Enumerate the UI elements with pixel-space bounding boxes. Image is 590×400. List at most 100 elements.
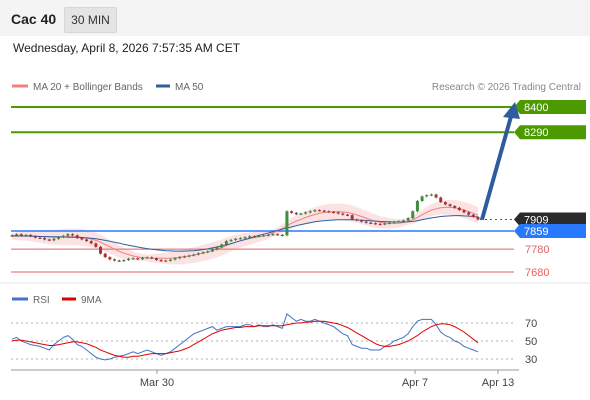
- candle-body: [415, 200, 419, 212]
- candle-body: [220, 244, 224, 248]
- level-label-7859: 7859: [524, 226, 548, 238]
- candle-body: [471, 214, 475, 217]
- candle-body: [434, 194, 438, 198]
- candle-body: [113, 259, 117, 261]
- candle-body: [229, 239, 233, 242]
- candle-body: [453, 206, 457, 208]
- ma50-line: [12, 215, 479, 252]
- candle-body: [299, 213, 303, 215]
- level-label-7780: 7780: [525, 244, 549, 256]
- candle-body: [10, 235, 14, 237]
- bollinger-band: [12, 199, 478, 265]
- timeframe-button[interactable]: 30 MIN: [64, 7, 117, 33]
- level-label-7909: 7909: [524, 215, 548, 227]
- candle-body: [336, 212, 340, 214]
- candle-body: [285, 211, 289, 236]
- candle-body: [476, 217, 480, 220]
- candle-body: [215, 247, 219, 250]
- rsi-ma-line: [11, 320, 479, 358]
- candle-body: [33, 236, 37, 238]
- candle-body: [364, 221, 368, 223]
- candle-body: [411, 211, 415, 219]
- candle-body: [373, 223, 377, 225]
- level-tag-7859: [514, 223, 586, 238]
- candle-body: [89, 241, 93, 244]
- candle-body: [29, 234, 33, 237]
- forecast-arrow-head: [503, 102, 520, 119]
- candle-body: [43, 238, 47, 240]
- candle-body: [457, 207, 461, 211]
- candle-body: [15, 234, 19, 236]
- candle-body: [262, 235, 266, 237]
- candle-body: [38, 237, 42, 239]
- candle-body: [94, 243, 98, 247]
- rsi-line: [11, 313, 479, 361]
- candle-body: [117, 260, 121, 262]
- candle-body: [66, 234, 70, 236]
- candle-body: [439, 197, 443, 203]
- rsi-tick-30: 30: [525, 354, 537, 366]
- level-label-8400: 8400: [524, 102, 548, 114]
- candle-body: [122, 260, 126, 262]
- x-tick-label: Apr 13: [482, 377, 514, 389]
- candle-body: [182, 256, 186, 258]
- candle-body: [252, 236, 256, 238]
- legend-label-bollinger: MA 20 + Bollinger Bands: [33, 82, 143, 93]
- candle-body: [397, 221, 401, 223]
- candle-body: [383, 223, 387, 225]
- x-tick-label: Mar 30: [140, 377, 174, 389]
- candle-body: [355, 219, 359, 221]
- candle-body: [322, 210, 326, 212]
- candle-body: [150, 257, 154, 259]
- candle-body: [238, 238, 242, 240]
- candle-body: [131, 258, 135, 260]
- candle-body: [61, 235, 65, 238]
- candle-body: [178, 257, 182, 259]
- candle-body: [425, 195, 429, 197]
- candle-body: [369, 222, 373, 224]
- candle-body: [378, 223, 382, 226]
- candle-body: [304, 212, 308, 214]
- candle-body: [308, 211, 312, 213]
- level-label-8290: 8290: [524, 127, 548, 139]
- level-tag-8290: [514, 125, 586, 140]
- legend-label-rsi-ma: 9MA: [81, 295, 102, 306]
- candle-body: [47, 239, 51, 241]
- candle-body: [192, 254, 196, 256]
- candle-body: [243, 237, 247, 239]
- candle-body: [85, 239, 89, 242]
- candle-body: [346, 214, 350, 216]
- candle-body: [168, 259, 172, 261]
- candle-body: [206, 251, 210, 253]
- candle-body: [210, 249, 214, 252]
- instrument-title: Cac 40: [11, 11, 57, 27]
- candle-body: [187, 255, 191, 257]
- candle-body: [71, 234, 75, 236]
- candle-body: [248, 236, 252, 238]
- candle-body: [103, 253, 107, 258]
- rsi-tick-50: 50: [525, 336, 537, 348]
- candle-body: [401, 220, 405, 222]
- candle-body: [420, 196, 424, 201]
- level-tag-8400: [514, 100, 586, 114]
- level-tag-7909: [514, 212, 586, 227]
- candle-body: [290, 211, 294, 213]
- rsi-tick-70: 70: [525, 318, 537, 330]
- candle-body: [159, 260, 163, 262]
- candle-body: [108, 257, 112, 260]
- candle-body: [173, 258, 177, 260]
- candle-body: [462, 210, 466, 213]
- candle-body: [443, 202, 447, 205]
- candle-body: [136, 258, 140, 260]
- candle-body: [140, 257, 144, 260]
- chart-datetime: Wednesday, April 8, 2026 7:57:35 AM CET: [13, 41, 241, 55]
- candle-body: [19, 234, 23, 236]
- candle-body: [294, 212, 298, 215]
- x-tick-label: Apr 7: [402, 377, 428, 389]
- candle-body: [99, 246, 103, 254]
- candle-body: [341, 213, 345, 215]
- candle-body: [145, 257, 149, 259]
- candle-body: [224, 241, 228, 245]
- candle-body: [360, 220, 363, 222]
